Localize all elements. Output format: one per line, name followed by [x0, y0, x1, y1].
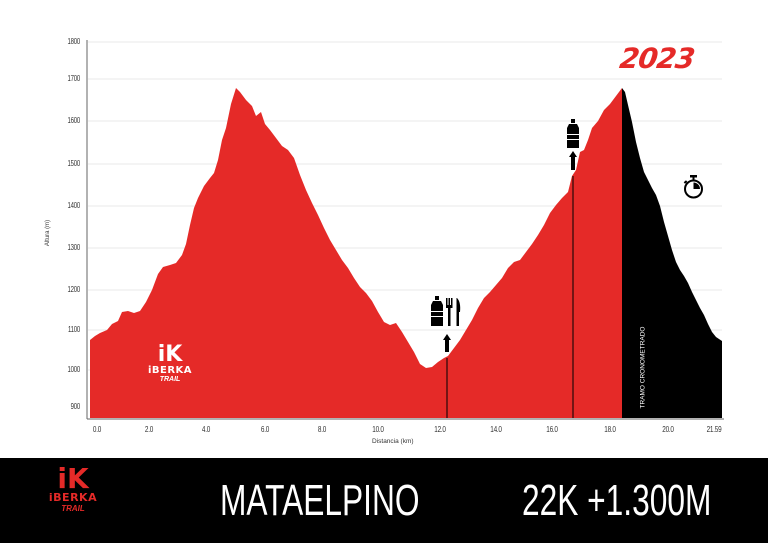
x-tick-label: 10.0	[372, 425, 384, 434]
x-tick-label: 16.0	[546, 425, 558, 434]
x-tick-label: 20.0	[662, 425, 674, 434]
y-tick-label: 1700	[67, 74, 81, 83]
logo-mark: iK	[57, 462, 89, 495]
x-tick-label: 0.0	[92, 425, 102, 434]
footer-banner: iK iBERKA TRAIL MATAELPINO 22K +1.300M	[0, 458, 768, 543]
y-tick-label: 1300	[67, 243, 81, 252]
logo-name: iBERKA	[48, 491, 98, 504]
arrow-up-icon	[443, 334, 451, 352]
y-tick-label: 1100	[67, 325, 80, 334]
y-tick-label: 1800	[67, 37, 81, 46]
route-name: MATAELPINO	[220, 476, 420, 525]
aid-station-2-icons	[567, 119, 579, 170]
iberka-logo-footer: iK iBERKA TRAIL	[40, 462, 106, 514]
x-tick-label: 14.0	[490, 425, 502, 434]
y-tick-label: 1200	[67, 285, 81, 294]
y-tick-label: 1600	[67, 116, 81, 125]
x-axis-label: Distancia (km)	[372, 438, 414, 445]
elevation-chart: 1800 1700 1600 1500 1400 1300 1200 1100 …	[45, 37, 724, 445]
arrow-up-icon	[569, 151, 577, 170]
y-tick-label: 1000	[67, 365, 81, 374]
water-bottle-icon	[567, 119, 579, 148]
stopwatch-icon	[683, 175, 703, 199]
x-tick-label: 8.0	[317, 425, 327, 434]
logo-sub: TRAIL	[61, 504, 85, 513]
x-tick-label: 4.0	[201, 425, 211, 434]
elevation-profile-timed	[622, 88, 722, 418]
fork-icon	[446, 298, 453, 326]
x-tick-label: 21.59	[706, 425, 722, 434]
aid-station-1-icons	[431, 296, 461, 352]
y-axis-label: Altura (m)	[45, 219, 51, 247]
water-bottle-icon	[431, 296, 443, 326]
elevation-plot	[86, 40, 724, 420]
iberka-logo-chart: iK iBERKA TRAIL	[138, 342, 202, 384]
x-tick-label: 18.0	[604, 425, 616, 434]
timed-section-label: TRAMO CRONOMETRADO	[639, 326, 647, 409]
route-stats: 22K +1.300M	[522, 476, 712, 525]
logo-sub: TRAIL	[159, 376, 181, 383]
knife-icon	[456, 298, 461, 326]
year-label: 2023	[617, 42, 697, 75]
x-tick-label: 2.0	[144, 425, 154, 434]
logo-mark: iK	[157, 342, 183, 367]
y-tick-label: 1400	[67, 201, 81, 210]
x-tick-label: 12.0	[434, 425, 446, 434]
y-tick-label: 900	[70, 402, 81, 411]
x-tick-label: 6.0	[260, 425, 270, 434]
elevation-profile-red	[90, 88, 623, 418]
logo-name: iBERKA	[147, 365, 193, 376]
y-tick-label: 1500	[67, 159, 81, 168]
